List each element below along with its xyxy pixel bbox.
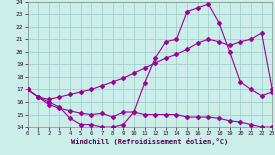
X-axis label: Windchill (Refroidissement éolien,°C): Windchill (Refroidissement éolien,°C) (71, 138, 229, 145)
